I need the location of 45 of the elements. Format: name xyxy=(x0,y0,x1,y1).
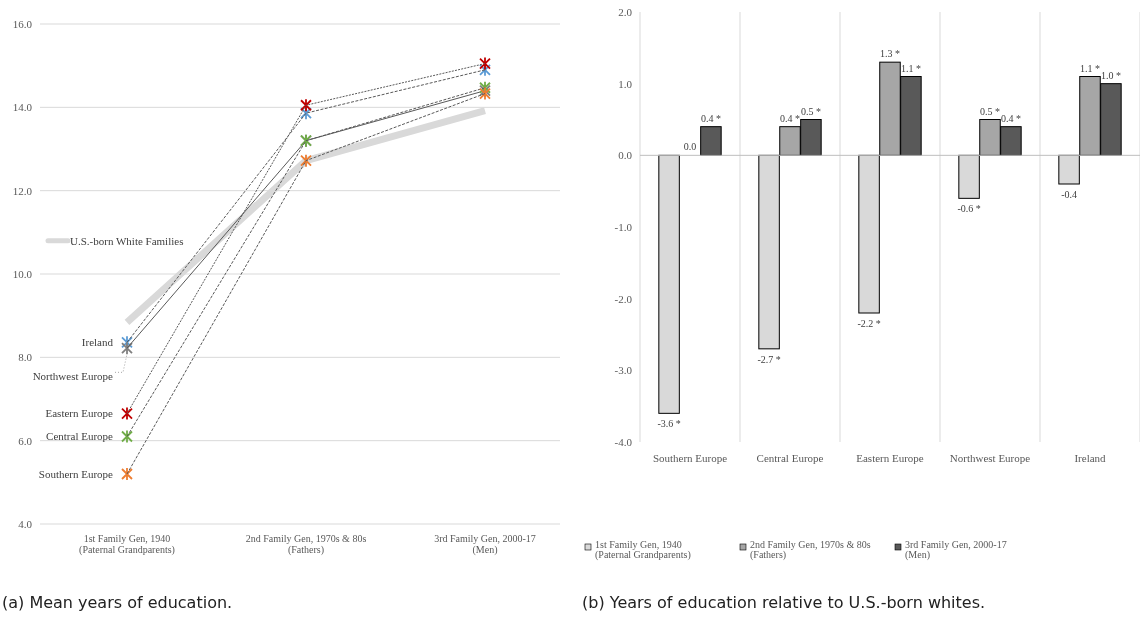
y-tick-label: 12.0 xyxy=(12,184,33,197)
data-label: -0.6 * xyxy=(957,203,981,215)
text: (a) Mean years of education. xyxy=(2,593,233,612)
data-label: -0.4 xyxy=(1061,189,1077,200)
x-tick-label: Southern Europe xyxy=(652,452,728,464)
data-label: 1.1 * xyxy=(900,62,921,74)
data-label: 0.5 * xyxy=(980,105,1000,117)
series-label: Central Europe xyxy=(46,430,114,443)
data-label: 0.5 * xyxy=(800,105,821,117)
x-tick-label: 3rd Family Gen, 2000-17 (Men) xyxy=(434,533,536,556)
x-tick-label: Northwest Europe xyxy=(949,452,1031,464)
x-tick-label: Eastern Europe xyxy=(856,452,924,464)
data-label: 0.4 * xyxy=(1000,112,1021,124)
x-tick-label: 2nd Family Gen, 1970s & 80s (Fathers) xyxy=(245,533,367,556)
y-tick-label: -1.0 xyxy=(614,220,633,233)
y-tick-label: 10.0 xyxy=(12,267,33,280)
legend-label: U.S.-born White Families xyxy=(70,234,184,247)
series-label: Southern Europe xyxy=(38,467,114,480)
y-tick-label: -2.0 xyxy=(614,292,633,305)
series-label: Eastern Europe xyxy=(45,407,114,420)
y-tick-label: 6.0 xyxy=(18,434,33,447)
y-tick-label: -4.0 xyxy=(614,435,633,448)
data-label: 1.3 * xyxy=(880,48,900,60)
x-tick-label: Central Europe xyxy=(756,452,824,464)
data-label: 1.1 * xyxy=(1080,62,1100,74)
series-label: Northwest Europe xyxy=(32,370,114,383)
data-label: -2.7 * xyxy=(757,353,781,365)
y-tick-label: 0.0 xyxy=(618,149,633,162)
y-tick-label: 14.0 xyxy=(12,101,33,114)
series-label: Ireland xyxy=(81,336,114,349)
data-label: 0.0 xyxy=(683,141,697,153)
data-label: -3.6 * xyxy=(657,418,681,430)
y-tick-label: 1.0 xyxy=(618,77,633,90)
data-label: 0.4 * xyxy=(700,112,721,124)
text: (b) Years of education relative to U.S.-born whites. xyxy=(582,593,986,612)
data-label: 1.0 * xyxy=(1100,69,1121,81)
x-tick-label: Ireland xyxy=(1074,452,1107,464)
x-tick-label: 1st Family Gen, 1940 (Paternal Grandparents) xyxy=(79,533,175,556)
y-tick-label: 4.0 xyxy=(18,517,33,530)
y-tick-label: 8.0 xyxy=(18,351,33,364)
y-tick-label: -3.0 xyxy=(614,364,633,377)
data-label: 0.4 * xyxy=(780,112,800,124)
data-label: -2.2 * xyxy=(857,318,881,329)
y-tick-label: 16.0 xyxy=(12,17,33,30)
y-tick-label: 2.0 xyxy=(618,5,633,18)
